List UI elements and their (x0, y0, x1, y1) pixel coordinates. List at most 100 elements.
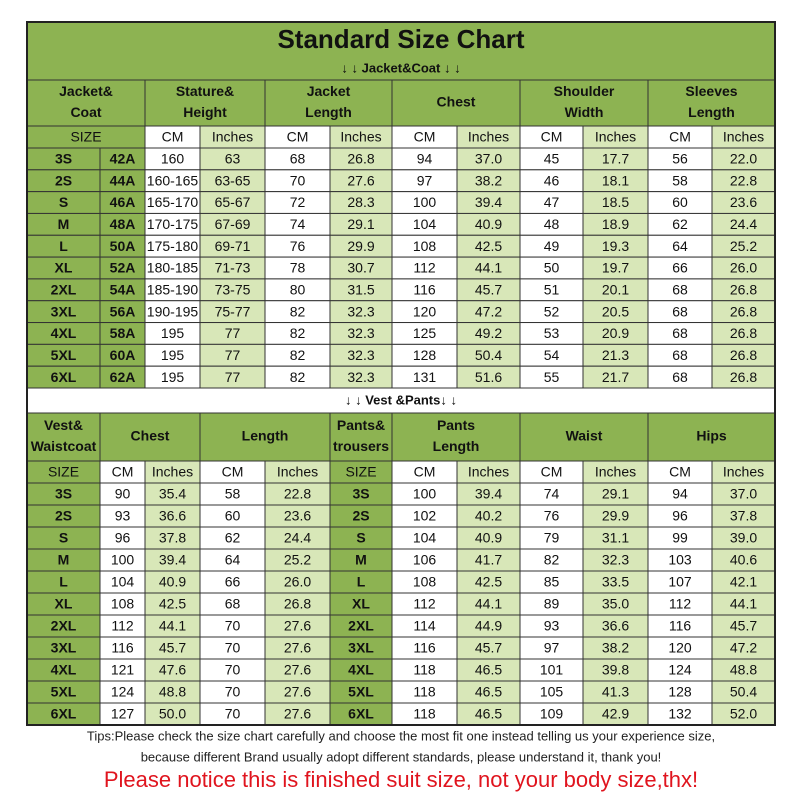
cell-text: 51 (544, 282, 560, 298)
cell-text: 31.5 (347, 282, 374, 298)
cell-text: 78 (290, 260, 306, 276)
cell-text: 45 (544, 151, 560, 167)
cell-text: 106 (413, 552, 437, 568)
cell-text: 25.2 (730, 238, 757, 254)
unit-text: SIZE (345, 464, 376, 480)
cell-text: 33.5 (602, 574, 629, 590)
cell-text: 160-165 (147, 172, 199, 188)
notice: Please notice this is finished suit size… (104, 767, 698, 792)
cell-text: L (59, 238, 68, 254)
outer-border (26, 21, 776, 726)
header-cell (26, 412, 101, 462)
cell-text: 96 (115, 530, 131, 546)
cell-text: 44.1 (475, 596, 502, 612)
cell-text: 35.0 (602, 596, 629, 612)
cell-text: 20.9 (602, 325, 629, 341)
cell-text: 85 (544, 574, 560, 590)
cell-text: 2S (55, 172, 72, 188)
cell-text: 103 (668, 552, 692, 568)
cell-text: 18.1 (602, 172, 629, 188)
header-text: Waistcoat (31, 438, 97, 454)
cell-text: 21.3 (602, 347, 629, 363)
header-cell (519, 412, 649, 462)
cell-text: 128 (413, 347, 437, 363)
cell-text: 30.7 (347, 260, 374, 276)
cell-text: 42.9 (602, 706, 629, 722)
header-text: Chest (131, 428, 170, 444)
unit-text: Inches (468, 129, 509, 145)
cell-text: 26.0 (284, 574, 311, 590)
header-text: Jacket (307, 83, 351, 99)
cell-text: 36.6 (602, 618, 629, 634)
cell-text: 21.7 (602, 369, 629, 385)
cell-text: 66 (225, 574, 241, 590)
cell-text: 195 (161, 369, 185, 385)
cell-text: M (355, 552, 367, 568)
header-text: Jacket& (59, 83, 113, 99)
cell-text: 26.8 (284, 596, 311, 612)
cell-text: 63 (225, 151, 241, 167)
cell-text: 44.1 (475, 260, 502, 276)
cell-text: 76 (544, 508, 560, 524)
cell-text: 47.2 (475, 303, 502, 319)
cell-text: 68 (672, 303, 688, 319)
cell-text: 116 (413, 282, 436, 298)
cell-text: 2S (352, 508, 369, 524)
cell-text: 60 (225, 508, 241, 524)
header-text: Coat (70, 104, 101, 120)
cell-text: 38.2 (602, 640, 629, 656)
cell-text: 50.0 (159, 706, 186, 722)
cell-text: 32.3 (347, 369, 374, 385)
cell-text: 116 (111, 640, 134, 656)
header-cell (144, 79, 266, 127)
section-label: ↓ ↓ Vest &Pants↓ ↓ (345, 392, 457, 407)
cell-text: 70 (225, 662, 241, 678)
unit-text: Inches (723, 129, 764, 145)
cell-text: 124 (668, 662, 692, 678)
cell-text: 120 (668, 640, 692, 656)
cell-text: 37.8 (159, 530, 186, 546)
cell-text: 19.3 (602, 238, 629, 254)
cell-text: 39.0 (730, 530, 757, 546)
cell-text: 27.6 (284, 618, 311, 634)
cell-text: 52A (110, 260, 136, 276)
cell-text: 35.4 (159, 486, 186, 502)
cell-text: 50A (110, 238, 136, 254)
cell-text: 47 (544, 194, 560, 210)
cell-text: 125 (413, 325, 437, 341)
header-text: Stature& (176, 83, 234, 99)
cell-text: 19.7 (602, 260, 629, 276)
cell-text: 102 (413, 508, 437, 524)
cell-text: 68 (672, 282, 688, 298)
cell-text: 108 (413, 238, 437, 254)
cell-text: 26.8 (730, 303, 757, 319)
cell-text: 26.8 (730, 347, 757, 363)
cell-text: 39.8 (602, 662, 629, 678)
header-text: trousers (333, 438, 389, 454)
cell-text: 2S (55, 508, 72, 524)
cell-text: 185-190 (147, 282, 199, 298)
unit-text: Inches (468, 464, 509, 480)
cell-text: 68 (290, 151, 306, 167)
header-text: Length (433, 438, 480, 454)
unit-text: CM (669, 129, 691, 145)
cell-text: 5XL (348, 684, 374, 700)
cell-text: 67-69 (215, 216, 251, 232)
cell-text: 52 (544, 303, 560, 319)
cell-text: 29.1 (347, 216, 374, 232)
header-cell (391, 412, 521, 462)
cell-text: 51.6 (475, 369, 502, 385)
cell-text: 77 (225, 347, 241, 363)
cell-text: 82 (290, 347, 306, 363)
section-band (26, 387, 776, 414)
cell-text: S (59, 530, 68, 546)
cell-text: 45.7 (475, 640, 502, 656)
cell-text: 40.2 (475, 508, 502, 524)
unit-text: CM (222, 464, 244, 480)
cell-text: 160 (161, 151, 185, 167)
cell-text: XL (55, 260, 73, 276)
cell-text: 79 (544, 530, 560, 546)
cell-text: 42.5 (475, 574, 502, 590)
cell-text: 82 (290, 325, 306, 341)
cell-text: 18.9 (602, 216, 629, 232)
